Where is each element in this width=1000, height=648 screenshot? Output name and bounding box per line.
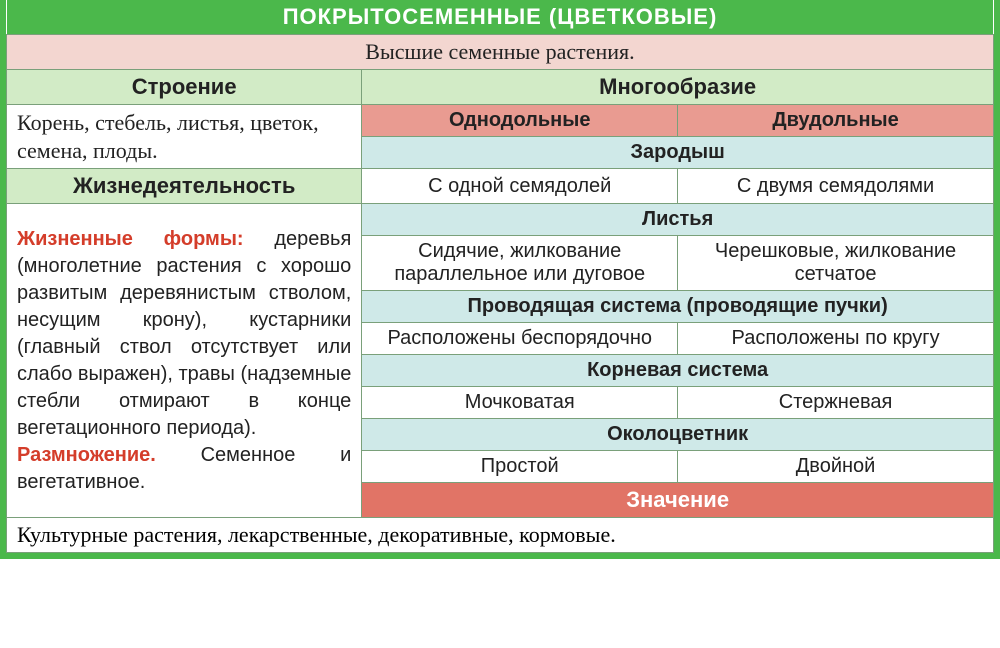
- main-table: ПОКРЫТОСЕМЕННЫЕ (ЦВЕТКОВЫЕ) Высшие семен…: [6, 0, 994, 553]
- life-header-row: Жизнедеятельность С одной семядолей С дв…: [7, 169, 994, 204]
- leaves-head-row: Жизненные формы: деревья (многолетние ра…: [7, 204, 994, 236]
- dicot-header: Двудольные: [678, 105, 994, 137]
- vascular-dicot: Расположены по кругу: [678, 323, 994, 355]
- vascular-mono: Расположены беспорядочно: [362, 323, 678, 355]
- significance-header: Значение: [362, 483, 994, 518]
- root-mono: Мочковатая: [362, 387, 678, 419]
- life-forms-text: деревья (многолетние растения с хорошо р…: [17, 228, 351, 439]
- reproduction-label: Размножение.: [17, 444, 156, 466]
- row-head-embryo: Зародыш: [362, 137, 994, 169]
- life-forms-label: Жизненные формы:: [17, 228, 244, 250]
- columns-header-row: Строение Многообразие: [7, 70, 994, 105]
- structure-and-classes-row: Корень, стебель, листья, цветок, семена,…: [7, 105, 994, 137]
- perianth-dicot: Двойной: [678, 451, 994, 483]
- life-header: Жизнедеятельность: [7, 169, 362, 204]
- embryo-mono: С одной семядолей: [362, 169, 678, 204]
- significance-text: Культурные растения, лекарственные, деко…: [7, 518, 994, 553]
- page: ПОКРЫТОСЕМЕННЫЕ (ЦВЕТКОВЫЕ) Высшие семен…: [0, 0, 1000, 559]
- embryo-dicot: С двумя семядолями: [678, 169, 994, 204]
- diversity-header: Многообразие: [362, 70, 994, 105]
- root-dicot: Стержневая: [678, 387, 994, 419]
- leaves-dicot: Черешковые, жилкование сетчатое: [678, 236, 994, 291]
- leaves-mono: Сидячие, жилкование параллельное или дуг…: [362, 236, 678, 291]
- subtitle-row: Высшие семенные растения.: [7, 35, 994, 70]
- significance-text-row: Культурные растения, лекарственные, деко…: [7, 518, 994, 553]
- row-head-leaves: Листья: [362, 204, 994, 236]
- structure-header: Строение: [7, 70, 362, 105]
- row-head-vascular: Проводящая система (проводящие пучки): [362, 291, 994, 323]
- structure-text: Корень, стебель, листья, цветок, семена,…: [7, 105, 362, 169]
- row-head-root: Корневая система: [362, 355, 994, 387]
- row-head-perianth: Околоцветник: [362, 419, 994, 451]
- title-row: ПОКРЫТОСЕМЕННЫЕ (ЦВЕТКОВЫЕ): [7, 0, 994, 35]
- page-subtitle: Высшие семенные растения.: [7, 35, 994, 70]
- life-block: Жизненные формы: деревья (многолетние ра…: [7, 204, 362, 518]
- page-title: ПОКРЫТОСЕМЕННЫЕ (ЦВЕТКОВЫЕ): [7, 0, 994, 35]
- perianth-mono: Простой: [362, 451, 678, 483]
- monocot-header: Однодольные: [362, 105, 678, 137]
